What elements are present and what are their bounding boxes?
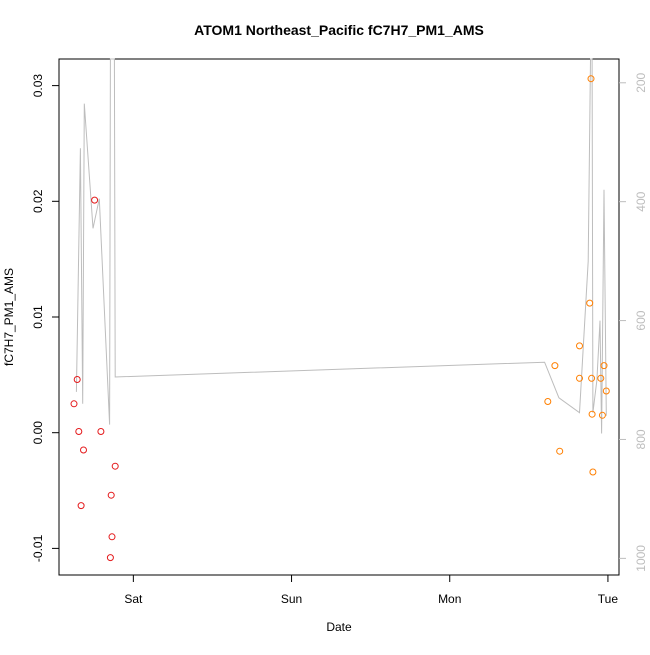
x-axis-title: Date <box>326 620 352 634</box>
plot-frame <box>58 58 620 576</box>
data-point <box>588 374 596 382</box>
data-point <box>598 411 606 419</box>
y2-tick-label: 600 <box>634 310 648 330</box>
data-point <box>589 468 597 476</box>
y-tick-label: 0.03 <box>31 74 45 98</box>
data-point <box>556 447 564 455</box>
points-layer <box>70 75 610 562</box>
data-point <box>106 554 114 562</box>
data-point <box>75 428 83 435</box>
x-tick-label: Sun <box>281 592 302 606</box>
y2-tick-label: 400 <box>634 191 648 211</box>
data-point <box>576 374 583 382</box>
y2-tick-label: 200 <box>634 72 648 92</box>
y-tick-label: -0.01 <box>31 534 45 562</box>
data-point <box>73 376 81 383</box>
data-point <box>108 533 116 541</box>
altitude-layer <box>75 58 607 434</box>
chart-title: ATOM1 Northeast_Pacific fC7H7_PM1_AMS <box>194 22 484 38</box>
y2-tick-label: 1000 <box>634 545 648 572</box>
y2-tick-label: 800 <box>634 429 648 449</box>
y-tick-label: 0.01 <box>31 305 45 329</box>
data-point <box>544 398 552 405</box>
x-axis: Sat Sun Mon Tue <box>124 575 618 606</box>
y-axis-title: fC7H7_PM1_AMS <box>2 268 16 366</box>
data-point <box>551 362 559 370</box>
data-point <box>77 502 85 510</box>
data-point <box>587 75 595 83</box>
y-tick-label: 0.00 <box>31 421 45 445</box>
x-tick-label: Sat <box>124 592 143 606</box>
data-point <box>597 374 605 382</box>
x-tick-label: Tue <box>598 592 619 606</box>
data-point <box>111 462 119 470</box>
altitude-line <box>75 58 607 434</box>
data-point <box>97 428 105 435</box>
y2-axis: 200 400 600 800 1000 <box>619 72 648 572</box>
data-point <box>600 362 608 370</box>
data-point <box>586 299 594 307</box>
y-axis: -0.01 0.00 0.01 0.02 0.03 <box>31 74 59 562</box>
data-point <box>588 410 596 418</box>
data-point <box>602 387 610 395</box>
data-point <box>107 491 115 499</box>
data-point <box>70 400 78 408</box>
data-point <box>80 446 87 454</box>
x-tick-label: Mon <box>438 592 461 606</box>
data-point <box>576 342 583 350</box>
y-tick-label: 0.02 <box>31 189 45 213</box>
data-point <box>91 196 99 204</box>
